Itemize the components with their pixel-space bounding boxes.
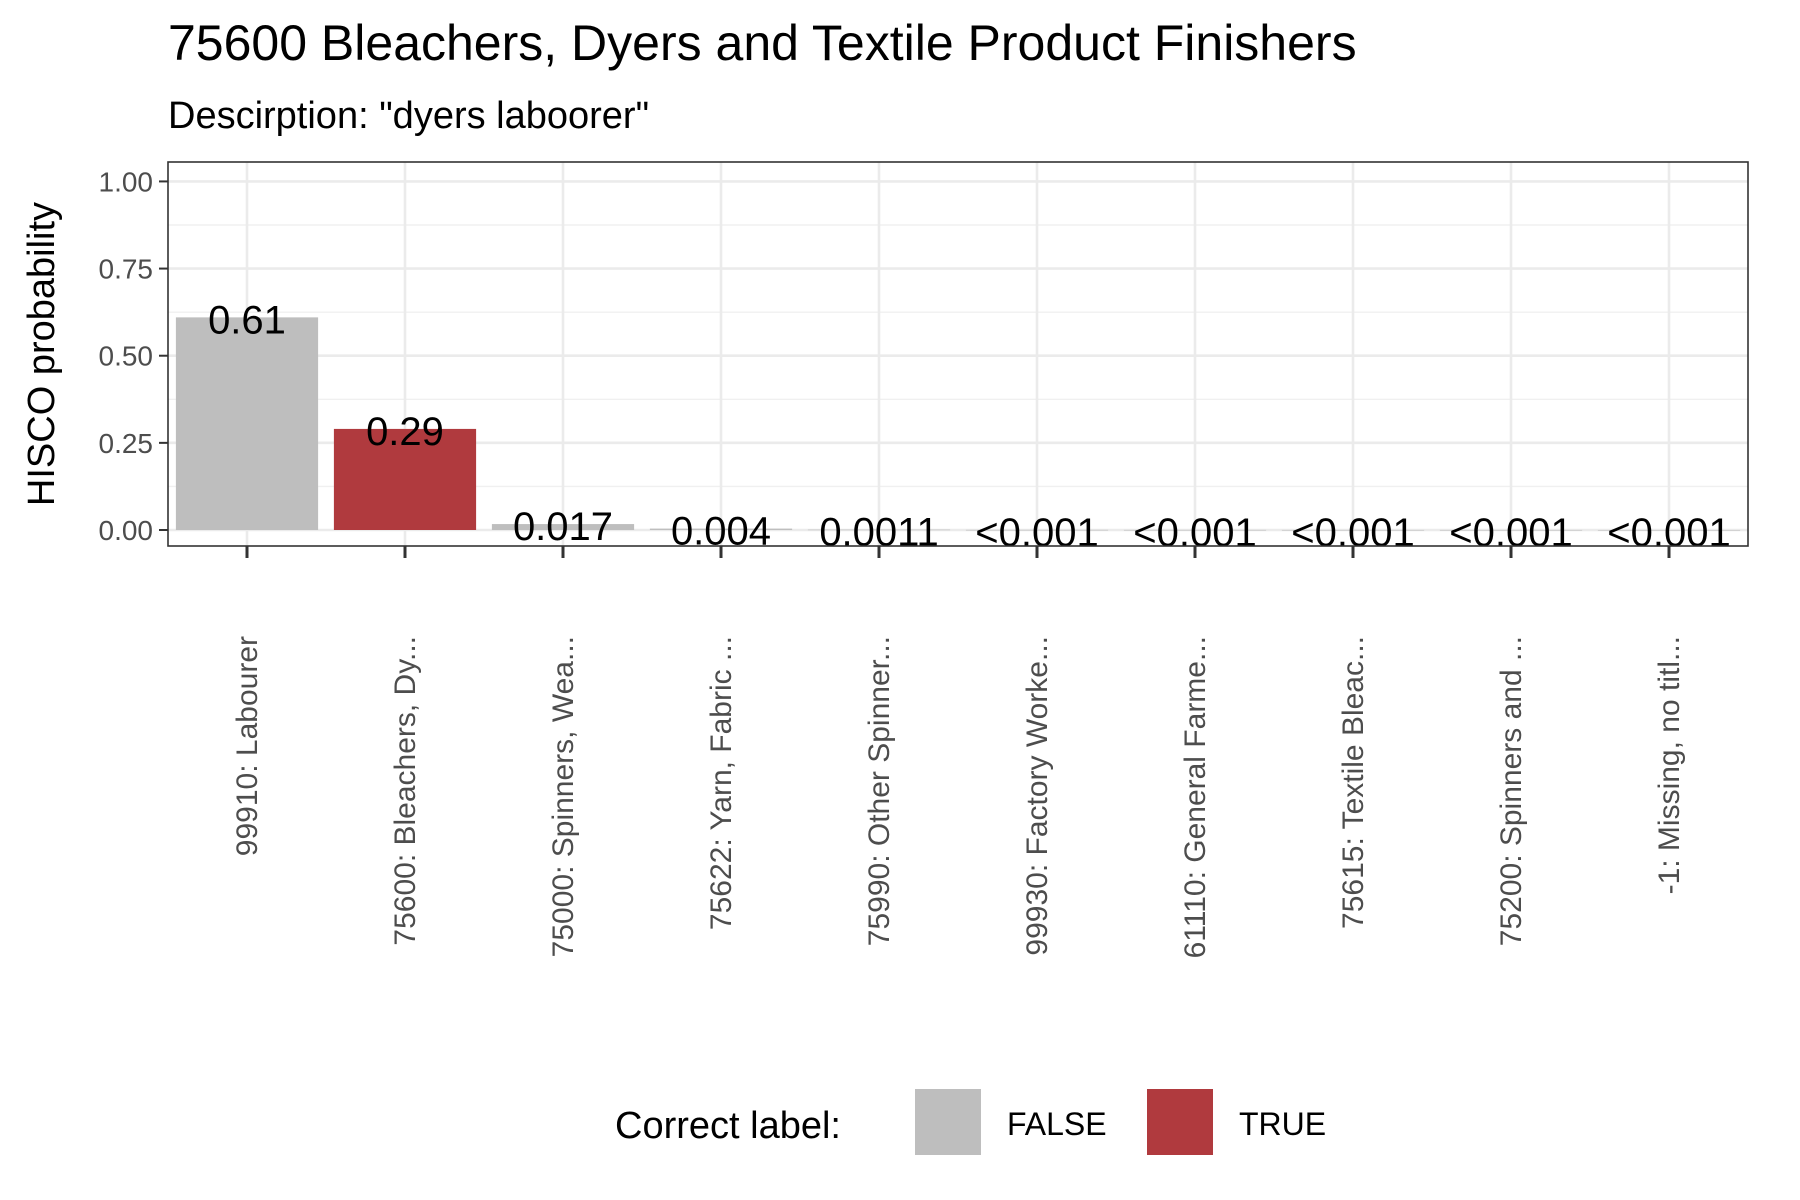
bar-3 [491, 524, 635, 530]
data-label-1: 0.61 [208, 298, 286, 342]
bar-2 [333, 428, 477, 530]
chart-subtitle: Descirption: "dyers laboorer" [168, 95, 649, 137]
x-tick-label: 99930: Factory Worke... [1021, 636, 1054, 956]
data-label-3: 0.017 [513, 505, 613, 549]
x-tick-label: 99910: Labourer [231, 636, 264, 856]
legend-key-false [915, 1089, 981, 1155]
x-tick-label: -1: Missing, no titl... [1653, 636, 1686, 894]
x-axis: 99910: Labourer 75600: Bleachers, Dy... 75… [231, 546, 1686, 958]
x-tick-label: 61110: General Farme... [1179, 636, 1212, 958]
bar-4 [649, 528, 793, 530]
x-tick-label: 75615: Textile Bleac... [1337, 636, 1370, 929]
legend: Correct label: FALSE TRUE [615, 1089, 1326, 1155]
y-tick-label: 0.25 [99, 428, 154, 459]
legend-key-true [1147, 1089, 1213, 1155]
data-label-2: 0.29 [366, 410, 444, 454]
y-tick-label: 0.75 [99, 254, 154, 285]
bar-5 [807, 529, 951, 531]
bar-1 [175, 317, 319, 530]
bar-10 [1597, 529, 1741, 531]
bar-6 [965, 529, 1109, 531]
bar-8 [1281, 529, 1425, 531]
bars [175, 317, 1741, 531]
legend-label-false: FALSE [1007, 1106, 1107, 1142]
bar-9 [1439, 529, 1583, 531]
legend-label-true: TRUE [1239, 1106, 1326, 1142]
x-tick-label: 75200: Spinners and ... [1495, 636, 1528, 946]
y-tick-label: 1.00 [99, 166, 154, 197]
x-tick-label: 75990: Other Spinner... [863, 636, 896, 946]
chart-title: 75600 Bleachers, Dyers and Textile Produ… [168, 15, 1357, 71]
y-axis: 0.00 0.25 0.50 0.75 1.00 [99, 166, 168, 546]
bar-7 [1123, 529, 1267, 531]
y-axis-label: HISCO probability [21, 202, 63, 506]
x-tick-label: 75622: Yarn, Fabric ... [705, 636, 738, 930]
y-tick-label: 0.50 [99, 341, 154, 372]
x-tick-label: 75600: Bleachers, Dy... [389, 636, 422, 946]
legend-title: Correct label: [615, 1105, 841, 1147]
x-tick-label: 75000: Spinners, Wea... [547, 636, 580, 957]
y-tick-label: 0.00 [99, 515, 154, 546]
plot-panel-border [167, 161, 1749, 547]
